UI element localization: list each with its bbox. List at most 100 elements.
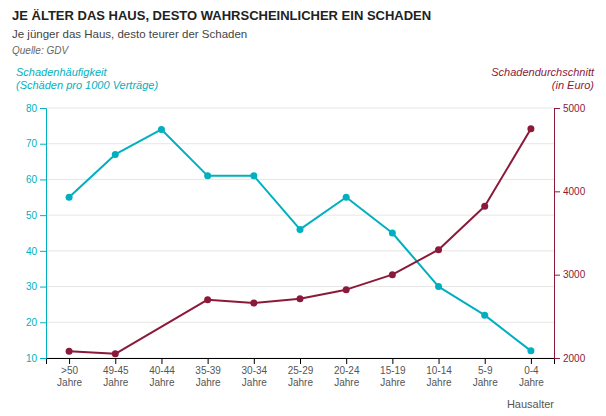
grid-line — [46, 179, 554, 180]
x-tick-label: 49-45Jahre — [103, 365, 129, 388]
x-tick-label: 0-4Jahre — [519, 365, 544, 388]
x-tick-mark — [254, 358, 255, 364]
y-tick-label: 20 — [26, 317, 38, 328]
y-tick-label: 10 — [26, 353, 38, 364]
y-axis: 10 20 30 40 50 60 70 80 — [26, 103, 47, 364]
x-tick: 35-39Jahre — [195, 358, 221, 388]
text-line: Jahre — [149, 377, 174, 388]
text-line: 49-45 — [103, 365, 129, 376]
text-line: 25-29 — [288, 365, 314, 376]
x-tick-mark — [439, 358, 440, 364]
y-axis-line — [40, 109, 47, 359]
y-tick: 70 — [26, 138, 46, 149]
y-tick-mark — [40, 322, 46, 323]
text-line: Jahre — [57, 377, 82, 388]
y-tick: 60 — [26, 174, 46, 185]
y-tick-mark — [40, 251, 46, 252]
annotation: Quelle: GDV — [12, 45, 69, 56]
series-point — [297, 295, 304, 302]
text-line: Jahre — [473, 377, 498, 388]
x-tick: 10-14Jahre — [426, 358, 452, 388]
x-tick-label: >50Jahre — [57, 365, 82, 388]
series-point — [435, 246, 442, 253]
series-point — [389, 271, 396, 278]
x-tick-mark — [485, 358, 486, 364]
y2-axis-label: Schadendurchschnitt(in Euro) — [491, 66, 595, 91]
text-line: 30-34 — [242, 365, 268, 376]
series-point — [158, 126, 165, 133]
x-tick-mark — [161, 358, 162, 364]
y-tick-label: 60 — [26, 174, 38, 185]
y2-tick-mark — [554, 358, 560, 359]
y-tick-label: 40 — [26, 246, 38, 257]
series-point — [389, 230, 396, 237]
y-tick: 30 — [26, 281, 46, 292]
text-line: 10-14 — [426, 365, 452, 376]
plot-area — [66, 125, 535, 357]
y-tick-mark — [40, 144, 46, 145]
y2-tick: 2000 — [554, 353, 586, 364]
series-point — [527, 125, 534, 132]
text-line: 40-44 — [149, 365, 175, 376]
x-axis: >50Jahre49-45Jahre40-44Jahre35-39Jahre30… — [47, 358, 555, 388]
x-tick-label: 20-24Jahre — [334, 365, 360, 388]
grid-line — [46, 286, 554, 287]
text-line: 15-19 — [380, 365, 406, 376]
text-line: >50 — [61, 365, 78, 376]
series-point — [435, 283, 442, 290]
grid-line — [46, 108, 554, 109]
x-tick-mark — [208, 358, 209, 364]
series-point — [250, 300, 257, 307]
x-tick: 20-24Jahre — [334, 358, 360, 388]
x-axis-line — [47, 359, 555, 365]
y2-tick-mark — [554, 108, 560, 109]
y2-tick-mark — [554, 191, 560, 192]
text-line: Jahre — [334, 377, 359, 388]
series-point — [112, 151, 119, 158]
text-line: Schadendurchschnitt — [491, 66, 595, 78]
y-tick-mark — [40, 215, 46, 216]
y-axis-label: Schadenhäufigkeit(Schäden pro 1000 Vertr… — [16, 66, 158, 91]
series-point — [204, 296, 211, 303]
y2-tick-label: 2000 — [563, 353, 586, 364]
grid-line — [46, 322, 554, 323]
y-tick: 50 — [26, 210, 46, 221]
series-point — [343, 286, 350, 293]
chart: >50Jahre49-45Jahre40-44Jahre35-39Jahre30… — [0, 0, 606, 416]
series-point — [112, 350, 119, 357]
series-point — [481, 203, 488, 210]
text-line: Schadenhäufigkeit — [16, 66, 107, 78]
text-line: (Schäden pro 1000 Verträge) — [16, 79, 158, 91]
y2-tick-label: 4000 — [563, 186, 586, 197]
text-line: Jahre — [242, 377, 267, 388]
y-tick-mark — [40, 358, 46, 359]
x-axis-label: Hausalter — [507, 398, 554, 410]
text-line: Jahre — [103, 377, 128, 388]
text-line: Jahre — [196, 377, 221, 388]
y2-axis: 2000300040005000 — [554, 103, 586, 364]
series-point — [481, 312, 488, 319]
x-tick-label: 25-29Jahre — [288, 365, 314, 388]
series-point — [250, 172, 257, 179]
text-line: Jahre — [288, 377, 313, 388]
y-tick-label: 70 — [26, 138, 38, 149]
y-tick: 40 — [26, 246, 46, 257]
y-tick: 20 — [26, 317, 46, 328]
y-tick-label: 30 — [26, 281, 38, 292]
y-tick: 80 — [26, 103, 46, 114]
series — [66, 126, 535, 354]
y2-tick: 4000 — [554, 186, 586, 197]
x-tick-mark — [300, 358, 301, 364]
grid-line — [46, 250, 554, 251]
x-tick: 30-34Jahre — [242, 358, 268, 388]
x-tick-label: 15-19Jahre — [380, 365, 406, 388]
x-tick: 40-44Jahre — [149, 358, 175, 388]
text-line: (in Euro) — [552, 79, 595, 91]
title: JE ÄLTER DAS HAUS, DESTO WAHRSCHEINLICHE… — [12, 8, 431, 23]
x-tick: 15-19Jahre — [380, 358, 406, 388]
x-tick-mark — [346, 358, 347, 364]
y2-tick-mark — [554, 275, 560, 276]
y-tick-label: 80 — [26, 103, 38, 114]
text-line: 35-39 — [195, 365, 221, 376]
x-tick: 5-9Jahre — [473, 358, 498, 388]
